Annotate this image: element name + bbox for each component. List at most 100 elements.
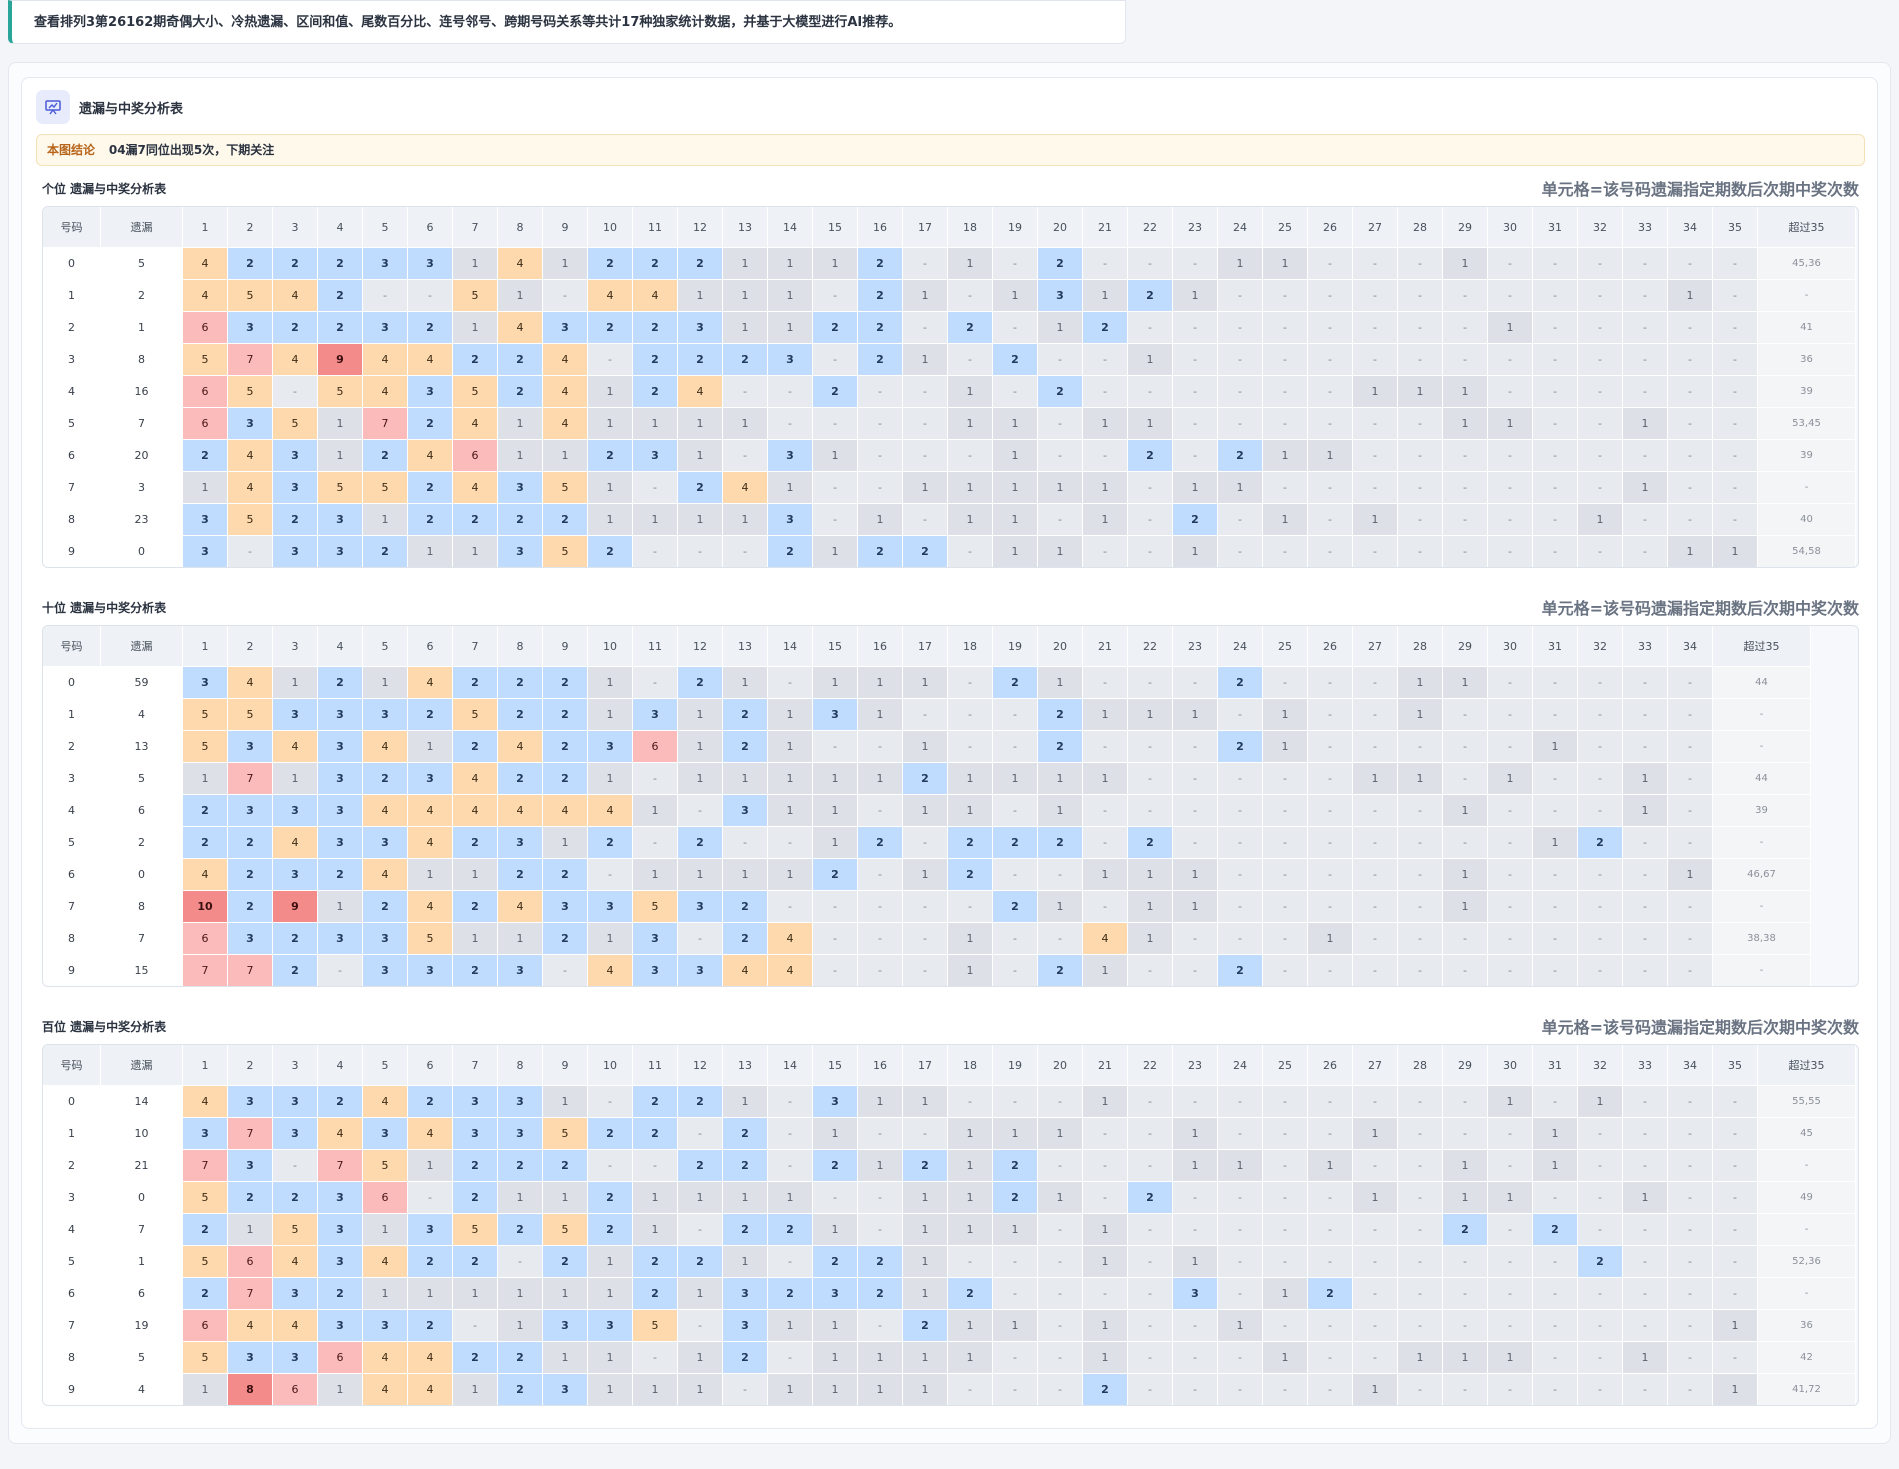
- hit-count-cell: 3: [768, 440, 813, 472]
- hit-count-cell: 1: [1083, 472, 1128, 504]
- hit-count-cell: -: [1128, 1214, 1173, 1246]
- hit-count-cell: 2: [993, 1150, 1038, 1182]
- hit-count-cell: -: [1353, 1150, 1398, 1182]
- column-header: 3: [273, 207, 318, 248]
- hit-count-cell: 1: [318, 440, 363, 472]
- hit-count-cell: 2: [1218, 667, 1263, 699]
- hit-count-cell: 1: [588, 1278, 633, 1310]
- hit-count-cell: 1: [588, 408, 633, 440]
- hit-count-cell: -: [1443, 344, 1488, 376]
- hit-count-cell: 4: [543, 376, 588, 408]
- conclusion-tag: 本图结论: [47, 143, 96, 157]
- hit-count-cell: 2: [858, 248, 903, 280]
- hit-count-cell: 1: [948, 1310, 993, 1342]
- row-code: 8: [43, 504, 101, 536]
- hit-count-cell: -: [228, 536, 273, 567]
- hit-count-cell: -: [1218, 859, 1263, 891]
- column-header: 2: [228, 626, 273, 667]
- hit-count-cell: -: [903, 699, 948, 731]
- hit-count-cell: -: [1533, 955, 1578, 986]
- hit-count-cell: -: [1443, 472, 1488, 504]
- hit-count-cell: 6: [363, 1182, 408, 1214]
- hit-count-cell: 4: [318, 1118, 363, 1150]
- hit-count-cell: 6: [183, 1310, 228, 1342]
- hit-count-cell: -: [1488, 827, 1533, 859]
- hit-count-cell: 3: [228, 1086, 273, 1118]
- table-row: 9 15 7 7 2-3 3 2 3-4 3 3 4 4- - -1-2 1- -2- - - - - - - - - - -: [43, 955, 1811, 986]
- hit-count-cell: 7: [228, 763, 273, 795]
- column-header: 22: [1128, 626, 1173, 667]
- hit-count-cell: -: [858, 440, 903, 472]
- hit-count-cell: 1: [1263, 1342, 1308, 1374]
- hit-count-cell: 3: [363, 955, 408, 986]
- hit-count-cell: 1: [1173, 891, 1218, 923]
- hit-count-cell: 1: [1488, 1342, 1533, 1374]
- hit-count-cell: 4: [768, 923, 813, 955]
- column-header: 14: [768, 207, 813, 248]
- hit-count-cell: 1: [1443, 1150, 1488, 1182]
- hit-count-cell: -: [1353, 312, 1398, 344]
- hit-count-cell: -: [948, 891, 993, 923]
- hit-count-cell: 3: [813, 1086, 858, 1118]
- hit-count-cell: 2: [498, 699, 543, 731]
- hit-count-cell: 2: [633, 312, 678, 344]
- hit-count-cell: -: [1488, 955, 1533, 986]
- hit-count-cell: -: [1353, 827, 1398, 859]
- hit-count-cell: 1: [813, 1118, 858, 1150]
- hit-count-cell: 1: [453, 312, 498, 344]
- hit-count-cell: -: [1173, 667, 1218, 699]
- hit-count-cell: -: [813, 280, 858, 312]
- column-header: 20: [1038, 626, 1083, 667]
- hit-count-cell: 1: [858, 1374, 903, 1405]
- hit-count-cell: 5: [228, 280, 273, 312]
- hit-count-cell: 1: [678, 1278, 723, 1310]
- hit-count-cell: 2: [498, 504, 543, 536]
- hit-count-cell: 5: [363, 1150, 408, 1182]
- row-code: 2: [43, 312, 101, 344]
- hit-count-cell: -: [1578, 536, 1623, 567]
- over-35-cell: -: [1758, 280, 1856, 312]
- section-title: 十位 遗漏与中奖分析表: [42, 601, 167, 615]
- hit-count-cell: -: [1623, 955, 1668, 986]
- hit-count-cell: -: [1668, 731, 1713, 763]
- hit-count-cell: 1: [768, 1310, 813, 1342]
- hit-count-cell: 1: [678, 1374, 723, 1405]
- hit-count-cell: 4: [363, 1086, 408, 1118]
- hit-count-cell: 1: [363, 504, 408, 536]
- hit-count-cell: 3: [723, 1278, 768, 1310]
- hit-count-cell: 3: [588, 891, 633, 923]
- hit-count-cell: 2: [723, 1118, 768, 1150]
- hit-count-cell: 3: [183, 536, 228, 567]
- hit-count-cell: -: [903, 504, 948, 536]
- hit-count-cell: 3: [498, 827, 543, 859]
- hit-count-cell: -: [1308, 536, 1353, 567]
- hit-count-cell: 3: [228, 923, 273, 955]
- row-code: 6: [43, 859, 101, 891]
- hit-count-cell: 1: [498, 1278, 543, 1310]
- hit-count-cell: -: [1083, 1278, 1128, 1310]
- row-code: 0: [43, 248, 101, 280]
- column-header: 31: [1533, 207, 1578, 248]
- hit-count-cell: 1: [768, 248, 813, 280]
- hit-count-cell: 1: [1713, 1374, 1758, 1405]
- hit-count-cell: -: [1443, 1118, 1488, 1150]
- hit-count-cell: 1: [453, 859, 498, 891]
- hit-count-cell: 2: [453, 667, 498, 699]
- hit-count-cell: 1: [1263, 699, 1308, 731]
- section-note: 单元格=该号码遗漏指定期数后次期中奖次数: [1541, 180, 1859, 199]
- section-note: 单元格=该号码遗漏指定期数后次期中奖次数: [1541, 1018, 1859, 1037]
- hit-count-cell: -: [1353, 344, 1398, 376]
- hit-count-cell: -: [1488, 1278, 1533, 1310]
- omission-table-hundreds: 号码 遗漏 1 2 3 4 5 6 7 8 9 10 11 12 13 14 15 16 17 18 19 20 21 22 2…: [43, 1045, 1856, 1405]
- hit-count-cell: -: [858, 472, 903, 504]
- hit-count-cell: 1: [1173, 472, 1218, 504]
- hit-count-cell: -: [1533, 891, 1578, 923]
- hit-count-cell: 3: [318, 827, 363, 859]
- hit-count-cell: 1: [588, 699, 633, 731]
- hit-count-cell: 2: [858, 312, 903, 344]
- column-header: 15: [813, 626, 858, 667]
- hit-count-cell: 3: [363, 312, 408, 344]
- hit-count-cell: -: [1218, 795, 1263, 827]
- hit-count-cell: 2: [1128, 280, 1173, 312]
- hit-count-cell: -: [1398, 1214, 1443, 1246]
